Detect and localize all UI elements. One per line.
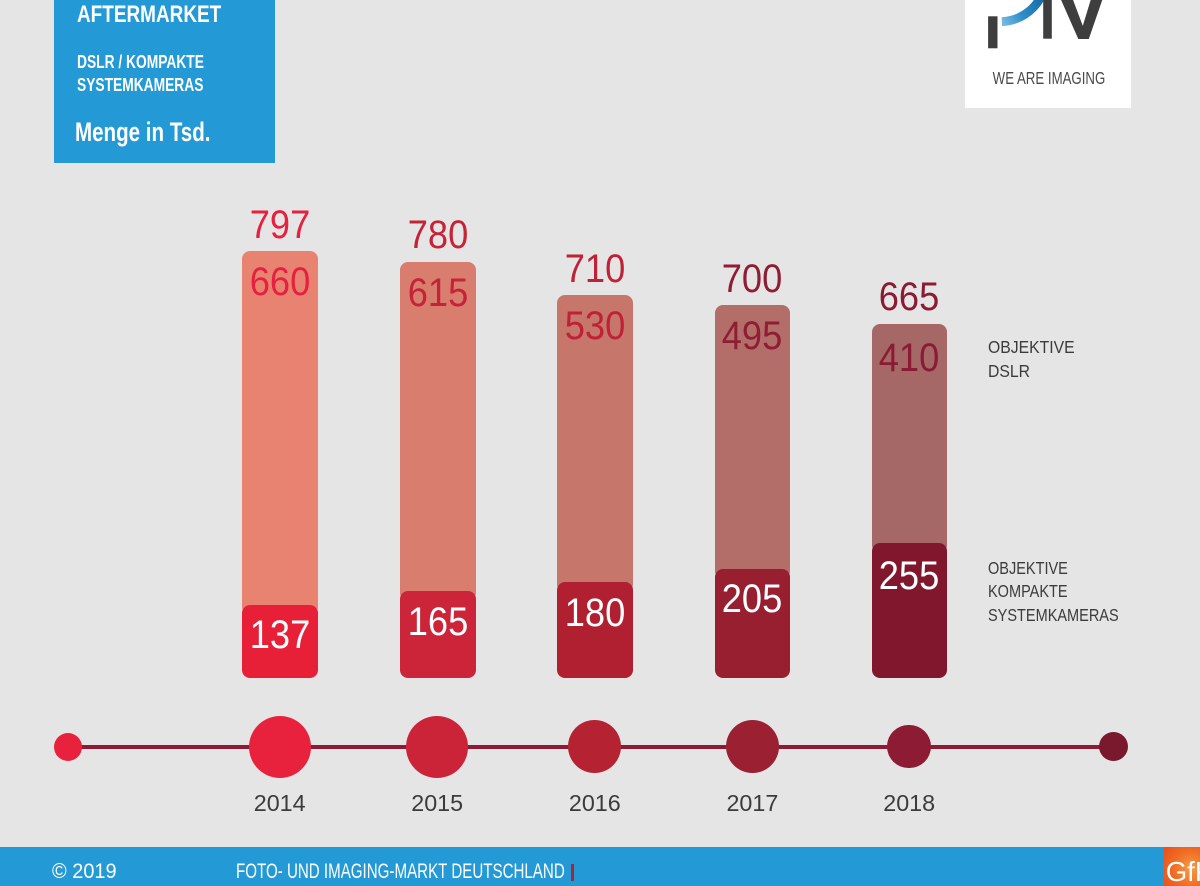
svg-text:WE ARE IMAGING: WE ARE IMAGING [993,69,1106,88]
